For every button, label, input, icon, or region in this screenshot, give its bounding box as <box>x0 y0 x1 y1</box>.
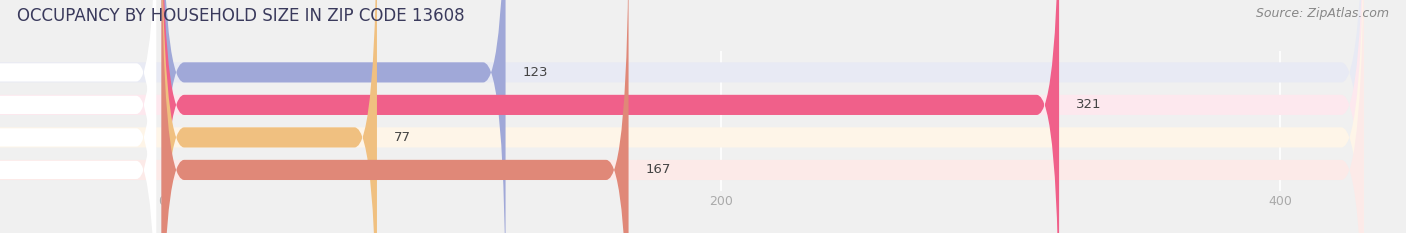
FancyBboxPatch shape <box>162 0 377 233</box>
FancyBboxPatch shape <box>0 0 156 233</box>
FancyBboxPatch shape <box>162 0 506 233</box>
Text: 77: 77 <box>394 131 411 144</box>
FancyBboxPatch shape <box>0 0 1364 233</box>
Text: 167: 167 <box>645 163 671 176</box>
FancyBboxPatch shape <box>0 0 156 233</box>
FancyBboxPatch shape <box>162 0 1059 233</box>
FancyBboxPatch shape <box>0 0 156 233</box>
FancyBboxPatch shape <box>0 0 156 233</box>
Text: 123: 123 <box>523 66 548 79</box>
FancyBboxPatch shape <box>0 0 1364 233</box>
Text: Source: ZipAtlas.com: Source: ZipAtlas.com <box>1256 7 1389 20</box>
FancyBboxPatch shape <box>0 0 1364 233</box>
FancyBboxPatch shape <box>0 0 1364 233</box>
Text: 321: 321 <box>1076 98 1101 111</box>
Text: OCCUPANCY BY HOUSEHOLD SIZE IN ZIP CODE 13608: OCCUPANCY BY HOUSEHOLD SIZE IN ZIP CODE … <box>17 7 464 25</box>
FancyBboxPatch shape <box>162 0 628 233</box>
